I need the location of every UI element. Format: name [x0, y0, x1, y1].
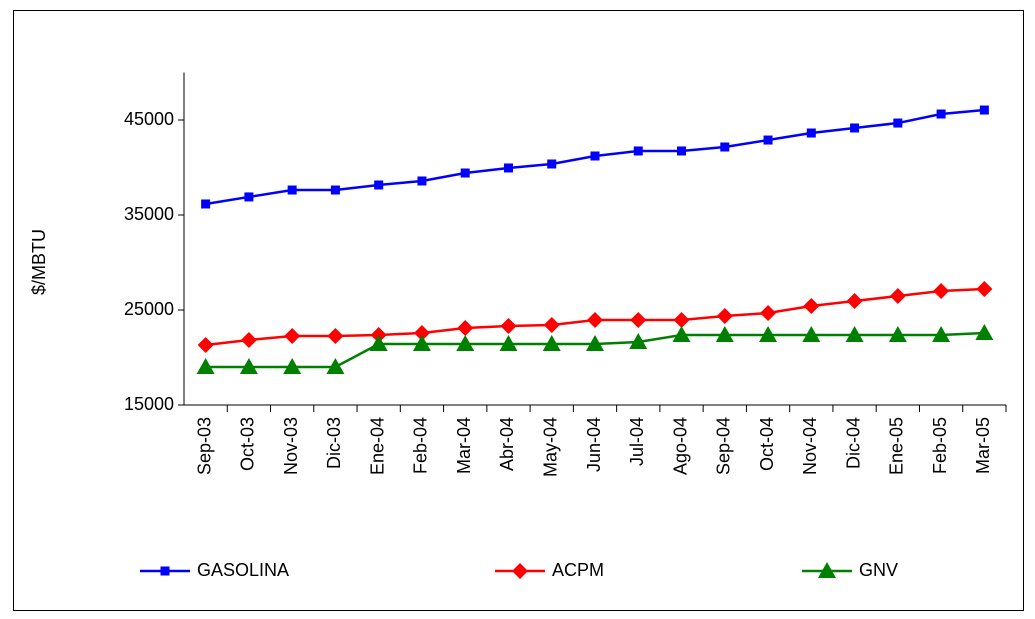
marker — [160, 566, 170, 576]
x-tick-label: Ago-04 — [670, 417, 690, 475]
marker — [936, 109, 946, 119]
marker — [244, 192, 254, 202]
marker — [932, 325, 951, 342]
marker — [976, 281, 993, 298]
marker — [720, 142, 730, 152]
marker — [673, 311, 690, 328]
x-tick-label: Dic-03 — [324, 417, 344, 469]
marker — [417, 176, 427, 186]
marker — [542, 335, 561, 352]
y-axis-label: $/MBTU — [29, 229, 49, 295]
marker — [933, 283, 950, 299]
legend-label: ACPM — [552, 560, 604, 580]
marker — [590, 151, 600, 161]
marker — [460, 168, 470, 178]
marker — [327, 328, 344, 345]
x-tick-label: Jul-04 — [627, 417, 647, 466]
marker — [629, 333, 648, 350]
marker — [760, 305, 777, 322]
marker — [326, 358, 345, 374]
marker — [893, 118, 903, 128]
x-tick-label: Jun-04 — [584, 417, 604, 472]
marker — [888, 325, 907, 342]
marker — [630, 311, 647, 328]
marker — [633, 146, 643, 156]
marker — [975, 323, 994, 340]
marker — [201, 199, 211, 209]
y-tick-label: 35000 — [124, 204, 174, 224]
marker — [846, 292, 863, 309]
x-tick-label: Ene-05 — [887, 417, 907, 475]
marker — [240, 332, 257, 349]
marker — [543, 317, 560, 334]
marker — [413, 324, 430, 341]
marker — [503, 163, 513, 173]
x-tick-label: Oct-04 — [757, 417, 777, 471]
marker — [677, 146, 687, 156]
marker — [803, 298, 820, 315]
marker — [763, 135, 773, 145]
marker — [370, 326, 387, 343]
marker — [716, 307, 733, 324]
y-tick-label: 25000 — [124, 299, 174, 319]
marker — [456, 335, 475, 352]
y-tick-label: 15000 — [124, 394, 174, 414]
marker — [374, 180, 384, 190]
x-tick-label: Nov-03 — [281, 417, 301, 475]
marker — [330, 185, 340, 195]
marker — [547, 159, 557, 169]
x-tick-label: Abr-04 — [497, 417, 517, 471]
marker — [512, 563, 528, 579]
marker — [672, 325, 691, 342]
x-tick-label: Feb-04 — [411, 417, 431, 474]
marker — [457, 320, 474, 337]
x-tick-label: Mar-05 — [973, 417, 993, 474]
x-tick-label: Dic-04 — [843, 417, 863, 469]
marker — [369, 335, 388, 352]
marker — [889, 288, 906, 305]
y-tick-label: 45000 — [124, 109, 174, 129]
marker — [845, 325, 864, 342]
marker — [802, 325, 821, 342]
x-tick-label: Oct-03 — [238, 417, 258, 471]
marker — [806, 128, 816, 138]
x-tick-label: Feb-05 — [930, 417, 950, 474]
marker — [979, 105, 989, 115]
marker — [499, 335, 518, 352]
marker — [284, 328, 301, 345]
marker — [287, 185, 297, 195]
marker — [586, 335, 604, 352]
marker — [587, 311, 603, 328]
marker — [850, 123, 860, 133]
marker — [196, 358, 215, 374]
legend-label: GNV — [859, 560, 898, 580]
x-tick-label: Nov-04 — [800, 417, 820, 475]
x-tick-label: Mar-04 — [454, 417, 474, 474]
x-tick-label: Ene-04 — [367, 417, 387, 475]
marker — [715, 325, 734, 342]
marker — [239, 358, 258, 374]
marker — [283, 358, 302, 374]
x-tick-label: Sep-03 — [194, 417, 214, 475]
marker — [759, 325, 778, 342]
marker — [197, 336, 214, 353]
x-tick-label: May-04 — [540, 417, 560, 477]
legend-label: GASOLINA — [197, 560, 289, 580]
marker — [412, 335, 431, 352]
marker — [500, 317, 517, 334]
x-tick-label: Sep-04 — [714, 417, 734, 475]
marker — [818, 562, 836, 578]
